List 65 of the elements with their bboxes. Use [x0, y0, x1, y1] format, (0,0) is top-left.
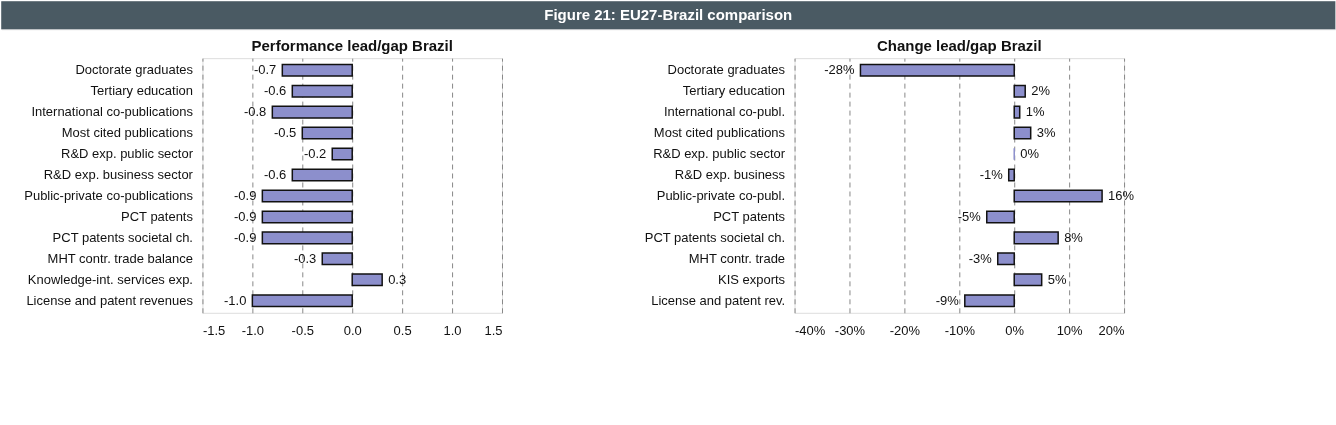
y-tick-label: Public-private co-publ.	[656, 187, 786, 203]
data-label: 0%	[1020, 146, 1040, 162]
data-label: -0.6	[263, 167, 287, 182]
y-tick-label: Doctorate graduates	[667, 62, 786, 78]
y-tick-label: R&D exp. public sector	[653, 146, 786, 162]
y-tick-label: Most cited publications	[653, 125, 786, 141]
x-tick-label: -1.0	[241, 323, 265, 339]
y-tick-label: International co-publ.	[663, 104, 786, 120]
data-label: -0.3	[293, 250, 317, 266]
data-label: -0.9	[234, 208, 257, 224]
y-tick-label: R&D exp. business	[674, 167, 786, 182]
data-label: 2%	[1031, 83, 1051, 99]
y-tick-label: R&D exp. public sector	[61, 146, 194, 162]
data-label: -1.0	[224, 292, 247, 308]
x-tick-label: 0.0	[343, 323, 362, 339]
chart-title: Performance lead/gap Brazil	[251, 37, 453, 55]
x-tick-label: 20%	[1098, 323, 1126, 339]
y-tick-label: R&D exp. business sector	[43, 167, 194, 182]
data-label: -3%	[968, 250, 993, 266]
x-tick-label: -10%	[944, 323, 976, 339]
data-label: -0.8	[243, 104, 267, 120]
data-label: -0.7	[253, 62, 277, 78]
data-label: 0.3	[388, 271, 407, 287]
data-label: -9%	[935, 292, 960, 308]
x-tick-label: -1.5	[202, 323, 226, 339]
x-tick-label: -20%	[889, 323, 921, 339]
x-tick-label: 10%	[1056, 323, 1084, 339]
chart-title: Change lead/gap Brazil	[876, 37, 1042, 55]
x-tick-label: 1.5	[484, 323, 503, 339]
data-label: -0.9	[234, 187, 257, 203]
data-label: -0.6	[263, 83, 287, 99]
y-tick-label: MHT contr. trade	[688, 250, 786, 266]
x-tick-label: 0.5	[393, 323, 412, 339]
y-tick-label: Doctorate graduates	[75, 62, 194, 78]
y-tick-label: PCT patents	[713, 208, 786, 224]
data-label: -0.2	[303, 146, 327, 162]
y-tick-label: Public-private co-publications	[24, 187, 194, 203]
y-tick-label: Tertiary education	[90, 83, 193, 99]
data-label: 16%	[1108, 187, 1135, 203]
data-label: -5%	[957, 208, 982, 224]
y-tick-label: Knowledge-int. services exp.	[27, 271, 193, 287]
data-label: 1%	[1025, 104, 1045, 120]
x-tick-label: 0%	[1005, 323, 1025, 339]
data-label: -28%	[824, 62, 855, 78]
y-tick-label: Tertiary education	[682, 83, 786, 99]
data-label: 5%	[1047, 271, 1067, 287]
data-label: -0.5	[273, 125, 297, 141]
data-label: 8%	[1064, 229, 1084, 245]
x-tick-label: -30%	[834, 323, 866, 339]
x-tick-label: -0.5	[291, 323, 314, 339]
x-tick-label: -40%	[795, 323, 826, 339]
y-tick-label: PCT patents	[121, 208, 194, 224]
y-tick-label: License and patent rev.	[651, 292, 786, 308]
x-tick-label: 1.0	[443, 323, 462, 339]
data-label: -0.9	[234, 229, 257, 245]
data-label: -1%	[979, 167, 1004, 182]
y-tick-label: PCT patents societal ch.	[52, 229, 193, 245]
y-tick-label: License and patent revenues	[26, 292, 194, 308]
y-tick-label: MHT contr. trade balance	[47, 250, 193, 266]
y-tick-label: Most cited publications	[61, 125, 194, 141]
caption: Figure 21: EU27-Brazil comparison	[544, 6, 793, 24]
y-tick-label: KIS exports	[718, 271, 786, 287]
y-tick-label: PCT patents societal ch.	[644, 229, 786, 245]
y-tick-label: International co-publications	[31, 104, 194, 120]
data-label: 3%	[1036, 125, 1056, 141]
